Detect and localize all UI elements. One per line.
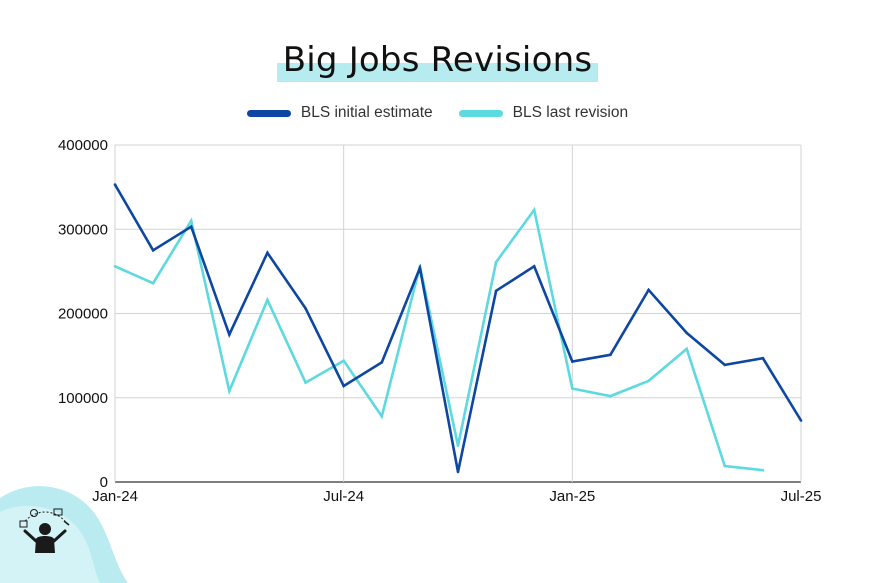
point-initial-estimate <box>494 289 498 293</box>
x-tick-label: Jul-24 <box>323 488 364 505</box>
point-last-revision <box>342 359 345 362</box>
point-initial-estimate <box>418 266 422 270</box>
point-initial-estimate <box>342 384 345 388</box>
point-last-revision <box>113 265 117 268</box>
legend-swatch-initial <box>246 109 291 117</box>
point-last-revision <box>304 381 307 384</box>
point-last-revision <box>647 379 650 383</box>
chart-title: Big Jobs Revisions <box>276 38 599 82</box>
y-tick-label: 0 <box>100 474 108 491</box>
point-last-revision <box>494 260 498 264</box>
point-initial-estimate <box>799 419 803 422</box>
y-tick-label: 400000 <box>58 137 108 154</box>
point-initial-estimate <box>113 183 117 186</box>
point-last-revision <box>456 444 460 448</box>
title-highlight <box>276 63 599 82</box>
point-last-revision <box>228 389 231 393</box>
chart-title-text: Big Jobs Revisions <box>282 40 593 80</box>
point-initial-estimate <box>761 356 765 360</box>
point-initial-estimate <box>571 360 574 363</box>
point-last-revision <box>151 281 155 285</box>
point-last-revision <box>189 219 193 223</box>
point-initial-estimate <box>189 225 193 229</box>
series-line-initial-estimate <box>113 183 803 473</box>
point-initial-estimate <box>609 353 612 357</box>
point-last-revision <box>380 414 384 418</box>
point-initial-estimate <box>456 470 460 474</box>
series-line-last-revision <box>114 206 764 472</box>
point-last-revision <box>723 464 727 468</box>
point-last-revision <box>685 347 688 351</box>
point-initial-estimate <box>304 307 307 310</box>
legend-item-revision: BLS last revision <box>458 104 629 122</box>
legend-label-revision: BLS last revision <box>512 104 629 121</box>
x-tick-label: Jul-25 <box>781 488 822 505</box>
point-initial-estimate <box>685 331 688 335</box>
point-last-revision <box>609 394 612 398</box>
point-last-revision <box>532 208 536 212</box>
point-last-revision <box>571 387 574 390</box>
point-initial-estimate <box>532 265 536 268</box>
point-last-revision <box>266 298 269 302</box>
point-initial-estimate <box>228 333 231 336</box>
x-tick-label: Jan-24 <box>92 488 138 505</box>
y-tick-label: 200000 <box>58 306 108 323</box>
y-tick-label: 300000 <box>58 221 108 238</box>
worker-illustration-icon <box>19 508 70 553</box>
legend-label-initial: BLS initial estimate <box>300 104 433 121</box>
x-tick-label: Jan-25 <box>549 488 595 505</box>
point-initial-estimate <box>266 251 269 255</box>
point-initial-estimate <box>647 288 650 292</box>
point-initial-estimate <box>723 363 727 367</box>
chart-legend: BLS initial estimate BLS last revision <box>0 104 875 122</box>
point-initial-estimate <box>380 361 384 364</box>
legend-item-initial: BLS initial estimate <box>246 104 433 122</box>
y-tick-label: 100000 <box>58 390 108 407</box>
legend-swatch-revision <box>458 109 503 117</box>
title-container: Big Jobs Revisions <box>0 38 875 82</box>
point-last-revision <box>761 468 765 472</box>
point-initial-estimate <box>151 249 155 252</box>
